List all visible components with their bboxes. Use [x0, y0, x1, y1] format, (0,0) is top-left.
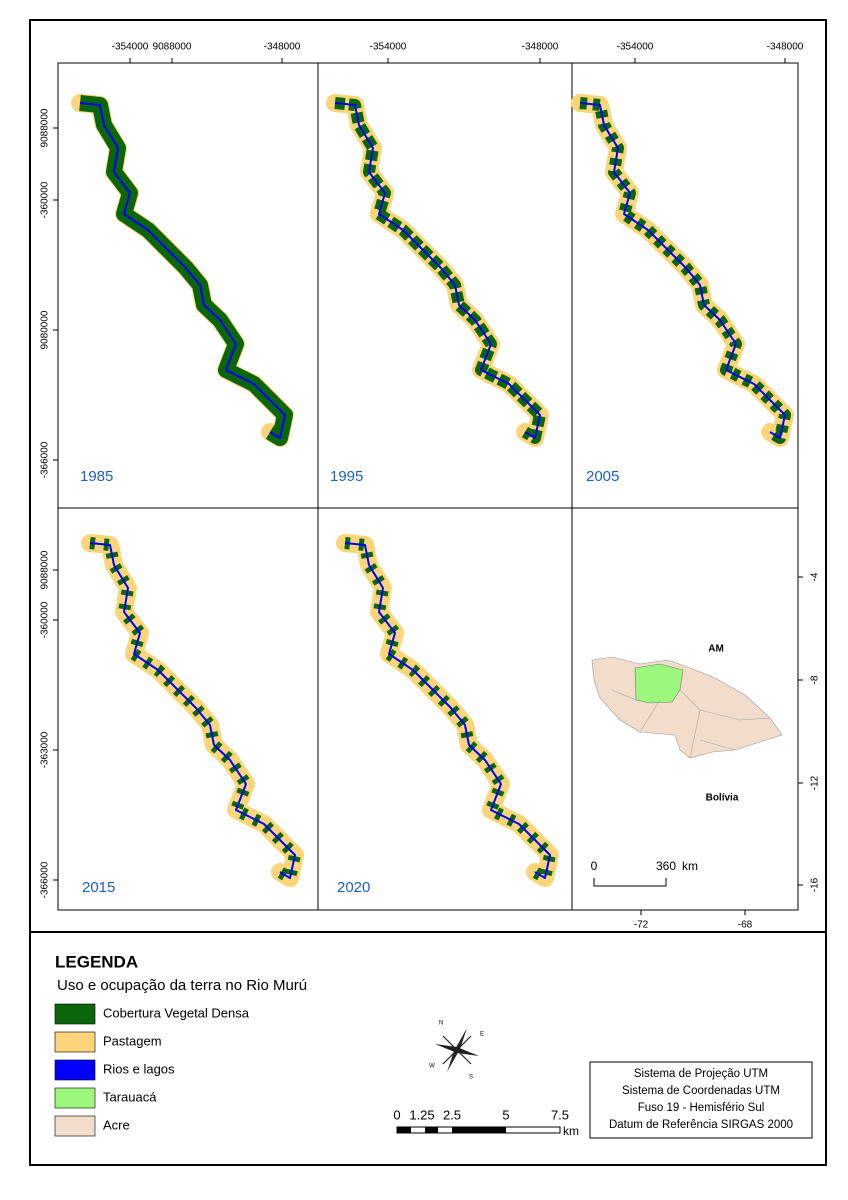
- legend-label: Tarauacá: [103, 1089, 157, 1104]
- panel-year: 1985: [80, 468, 113, 485]
- compass-letter: S: [469, 1075, 473, 1081]
- legend-swatch: [54, 1059, 96, 1081]
- scale-label: 1.25: [409, 1107, 434, 1122]
- pasture-band: [326, 94, 549, 447]
- panel-year: 1995: [330, 468, 363, 485]
- outer-frame: [29, 19, 827, 1166]
- info-line: Fuso 19 - Hemisfério Sul: [638, 1102, 765, 1114]
- scale-label: 2.5: [443, 1107, 461, 1122]
- info-box: [589, 1061, 813, 1139]
- legend-label: Rios e lagos: [103, 1061, 175, 1076]
- region-label: Bolívia: [706, 793, 739, 804]
- river: [89, 542, 296, 879]
- legend-subtitle: Uso e ocupação da terra no Rio Murú: [57, 977, 307, 994]
- coord-label: -8: [810, 675, 821, 684]
- pasture-band: [81, 534, 304, 887]
- municipal-boundary: [639, 699, 661, 733]
- coord-label: -12: [810, 775, 821, 790]
- coord-label: 9080000: [40, 310, 51, 349]
- municipal-boundary: [611, 689, 637, 701]
- scale-label: 7.5: [551, 1107, 569, 1122]
- river: [79, 102, 286, 439]
- legend-label: Pastagem: [103, 1033, 162, 1048]
- coord-label: -360000: [40, 181, 51, 218]
- coord-label: -354000: [370, 42, 407, 53]
- coord-label: -360000: [40, 601, 51, 638]
- legend-swatch: [54, 1087, 96, 1109]
- scale-bar-segment: [452, 1127, 506, 1133]
- forest-band: [79, 95, 293, 446]
- scale-bar-segment: [425, 1127, 438, 1133]
- municipal-boundary: [699, 739, 736, 751]
- coord-label: -348000: [522, 42, 559, 53]
- coord-label: -4: [810, 572, 821, 581]
- river: [334, 102, 541, 439]
- acre-state: [591, 656, 783, 759]
- compass-rose: [442, 1035, 472, 1065]
- region-label: AM: [708, 644, 724, 655]
- info-line: Sistema de Coordenadas UTM: [622, 1085, 780, 1097]
- info-line: Sistema de Projeção UTM: [634, 1068, 768, 1080]
- legend-label: Acre: [103, 1117, 130, 1132]
- coord-label: -348000: [264, 42, 301, 53]
- scale-unit: km: [563, 1124, 579, 1138]
- river: [579, 102, 786, 439]
- municipal-boundary: [699, 709, 771, 721]
- panel-year: 2015: [82, 879, 115, 896]
- inset-scale-label: km: [682, 859, 698, 873]
- scale-label: 0: [393, 1107, 400, 1122]
- coord-label: 9088000: [40, 108, 51, 147]
- legend-swatch: [54, 1115, 96, 1137]
- legend-label: Cobertura Vegetal Densa: [103, 1005, 250, 1020]
- panel-year: 2005: [586, 468, 619, 485]
- legend-title: LEGENDA: [55, 952, 138, 971]
- scale-bar-segment: [397, 1127, 411, 1133]
- coord-label: 9088000: [40, 550, 51, 589]
- river: [344, 542, 551, 879]
- coord-label: -366000: [40, 441, 51, 478]
- coord-label: -68: [738, 920, 753, 931]
- coord-label: -72: [634, 920, 649, 931]
- coord-label: -363000: [40, 731, 51, 768]
- panel-year: 2020: [337, 879, 370, 896]
- inset-scale-label: 0: [591, 859, 598, 873]
- legend-swatch: [54, 1003, 96, 1025]
- coord-label: -16: [810, 877, 821, 892]
- coord-label: -354000: [112, 42, 149, 53]
- inset-scale-label: 360: [656, 859, 676, 873]
- coord-label: 9088000: [153, 42, 192, 53]
- coord-label: -348000: [767, 42, 804, 53]
- pasture-band: [336, 534, 559, 887]
- scale-label: 5: [502, 1107, 509, 1122]
- compass-letter: W: [429, 1064, 435, 1070]
- info-line: Datum de Referência SIRGAS 2000: [609, 1119, 793, 1131]
- compass-letter: E: [480, 1032, 484, 1038]
- legend-swatch: [54, 1031, 96, 1053]
- inset-scale-bar: [593, 878, 667, 887]
- compass-letter: N: [439, 1021, 443, 1027]
- coord-label: -366000: [40, 861, 51, 898]
- tarauaca: [634, 663, 684, 704]
- panel-frame: [57, 62, 799, 911]
- coord-label: -354000: [617, 42, 654, 53]
